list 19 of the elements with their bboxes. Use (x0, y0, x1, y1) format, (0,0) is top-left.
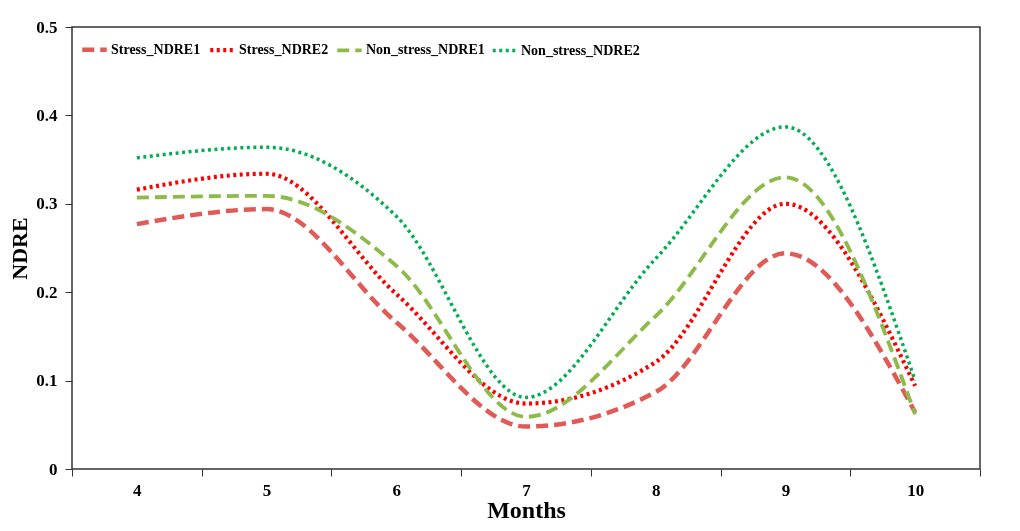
legend-label: Non_stress_NDRE2 (521, 42, 640, 58)
y-tick-label: 0.2 (36, 282, 58, 302)
x-tick-label: 4 (133, 480, 143, 500)
legend-label: Non_stress_NDRE1 (366, 42, 485, 58)
legend-label: Stress_NDRE1 (111, 41, 201, 57)
y-tick-label: 0 (49, 459, 58, 479)
x-tick-label: 9 (781, 480, 791, 500)
line-series (135, 125, 917, 400)
y-tick-label: 0.4 (36, 105, 58, 125)
legend-label: Stress_NDRE2 (239, 42, 329, 58)
x-tick-label: 5 (262, 480, 272, 500)
x-tick-label: 8 (651, 480, 661, 500)
x-tick-label: 10 (907, 480, 925, 500)
y-tick-label: 0.3 (36, 194, 58, 214)
y-tick-label: 0.5 (36, 17, 58, 37)
line-series (134, 206, 918, 429)
y-tick-label: 0.1 (36, 371, 58, 391)
y-axis-title: NDRE (7, 217, 33, 280)
x-tick-label: 6 (392, 480, 402, 500)
